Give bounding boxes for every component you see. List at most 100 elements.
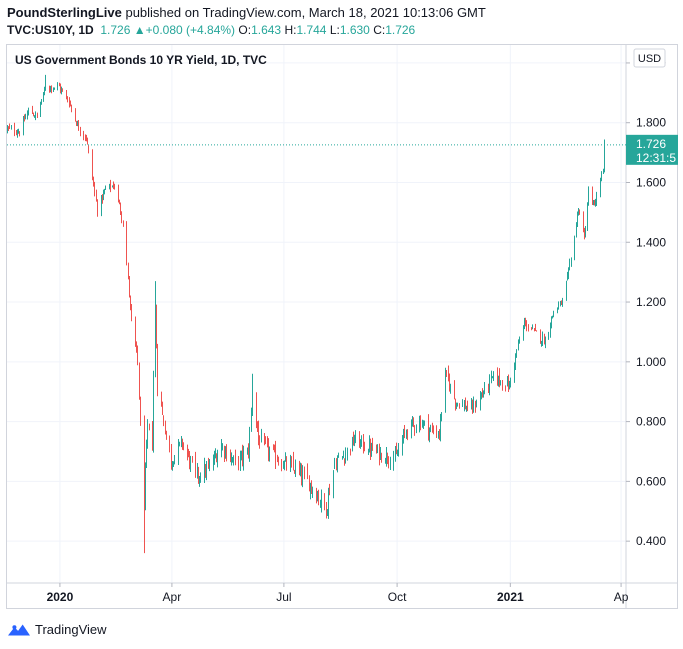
candle-body [232, 459, 233, 461]
candle [291, 456, 292, 468]
candle-body [93, 178, 94, 185]
candle-body [80, 128, 81, 133]
candle [166, 430, 167, 440]
candle-body [419, 420, 420, 428]
candle [301, 463, 302, 486]
candle-body [385, 460, 386, 462]
candle-body [402, 439, 403, 450]
candle [198, 466, 199, 484]
candle [603, 168, 604, 175]
candle [552, 315, 553, 319]
candle [275, 440, 276, 470]
candle [596, 191, 597, 207]
candle-body [519, 340, 520, 344]
candle-body [208, 463, 209, 467]
candle [342, 456, 343, 460]
candle [60, 83, 61, 94]
candle-body [396, 448, 397, 454]
candle-body [364, 447, 365, 450]
low-label: L: [329, 23, 340, 37]
candle-body [205, 465, 206, 475]
candle-body [404, 431, 405, 433]
candle-body [50, 86, 51, 89]
candle [497, 367, 498, 386]
candle-body [416, 427, 417, 429]
candle-body [507, 379, 508, 387]
candle-body [286, 458, 287, 468]
candle [532, 324, 533, 330]
candle-body [225, 449, 226, 453]
candle-body [584, 231, 585, 238]
candle-body [113, 184, 114, 189]
candle-body [114, 186, 115, 188]
candle-body [198, 467, 199, 478]
tradingview-logo-icon[interactable] [8, 623, 30, 637]
candle-body [488, 384, 489, 388]
candle-body [62, 90, 63, 92]
candle-body [76, 121, 77, 126]
candle [568, 267, 569, 280]
candle [101, 195, 102, 217]
candle-body [24, 117, 25, 121]
candle-body [371, 444, 372, 453]
candle-body [300, 467, 301, 473]
candle-body [411, 419, 412, 433]
candle-body [327, 509, 328, 514]
candle-body [316, 491, 317, 502]
candle-body [413, 420, 414, 424]
candle [230, 449, 231, 463]
candle-body [414, 426, 415, 430]
candle [422, 419, 423, 428]
candle [153, 370, 154, 453]
candle [45, 74, 46, 91]
candle [370, 438, 371, 460]
candle-body [541, 341, 542, 344]
y-tick-label: 0.600 [636, 474, 666, 488]
candle-body [61, 89, 62, 91]
candle-body [45, 88, 46, 90]
candle-body [594, 203, 595, 205]
candle-body [545, 339, 546, 347]
candle [450, 383, 451, 394]
candle-body [483, 393, 484, 396]
candle-body [363, 436, 364, 449]
candle [472, 399, 473, 414]
close-value: 1.726 [385, 23, 416, 37]
candle [448, 365, 449, 382]
candle-body [165, 426, 166, 434]
candle [416, 424, 417, 434]
candle [243, 445, 244, 471]
footer-brand[interactable]: TradingView [35, 622, 107, 637]
candle-body [60, 86, 61, 91]
candle-body [553, 311, 554, 317]
candle-body [422, 423, 423, 425]
candle-body [601, 173, 602, 179]
candle [397, 449, 398, 456]
candle [269, 446, 270, 462]
candle-body [471, 403, 472, 407]
candle [126, 221, 127, 266]
candle [274, 444, 275, 453]
candle [41, 98, 42, 105]
candle [312, 486, 313, 498]
candle [500, 380, 501, 386]
candle-body [562, 299, 563, 304]
candle [587, 202, 588, 232]
candle-body [126, 223, 127, 265]
candle-body [420, 419, 421, 428]
candle-body [587, 203, 588, 228]
candle [441, 412, 442, 422]
candle [593, 200, 594, 206]
candle-body [135, 318, 136, 345]
candle [37, 112, 38, 119]
candle [114, 183, 115, 190]
currency-button[interactable]: USD [633, 48, 666, 68]
publish-text: published on TradingView.com, March 18, … [125, 5, 486, 20]
candle-body [85, 135, 86, 138]
candle-body [171, 450, 172, 465]
candle [247, 447, 248, 455]
candle-body [600, 179, 601, 195]
candle [221, 439, 222, 458]
candle [402, 434, 403, 456]
